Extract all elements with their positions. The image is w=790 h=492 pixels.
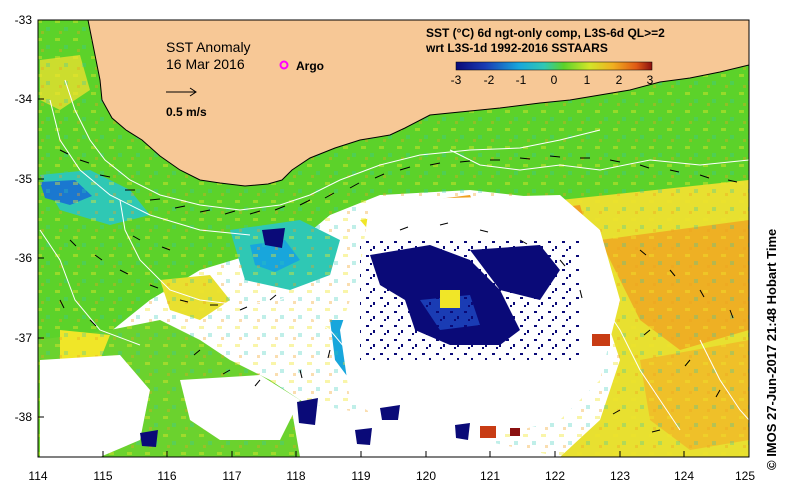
colorbar-tick: -1: [516, 73, 527, 87]
scale-arrow-label: 0.5 m/s: [166, 105, 207, 119]
x-tick-label: 123: [610, 469, 630, 483]
x-axis-labels: 114 115 116 117 118 119 120 121 122 123 …: [28, 469, 755, 483]
cold-anomaly-cluster: [140, 228, 580, 447]
x-tick-label: 124: [674, 469, 694, 483]
colorbar-tick: 0: [551, 73, 558, 87]
y-tick-label: -35: [15, 172, 33, 186]
map-title: SST Anomaly: [166, 39, 251, 55]
colorbar-tick: 1: [584, 73, 591, 87]
bathymetry-contours: [39, 79, 749, 431]
argo-label: Argo: [296, 59, 324, 73]
plot-frame: [37, 19, 750, 458]
y-tick-label: -37: [15, 331, 33, 345]
colorbar-tick: -2: [484, 73, 495, 87]
y-axis-labels: -33 -34 -35 -36 -37 -38: [15, 13, 33, 424]
argo-marker-icon: [279, 60, 289, 70]
colorbar-title-line2: wrt L3S-1d 1992-2016 SSTAARS: [425, 41, 608, 55]
colorbar: [455, 61, 653, 71]
x-tick-label: 118: [286, 469, 305, 483]
current-vectors: [59, 149, 738, 433]
imos-credit: © IMOS 27-Jun-2017 21:48 Hobart Time: [764, 228, 779, 470]
velocity-scale: 0.5 m/s: [166, 87, 207, 119]
x-tick-label: 114: [28, 469, 47, 483]
colorbar-tick: 3: [647, 73, 654, 87]
x-tick-label: 121: [480, 469, 500, 483]
argo-legend: Argo: [279, 59, 324, 73]
colorbar-legend: SST (°C) 6d ngt-only comp, L3S-6d QL>=2 …: [425, 26, 665, 87]
x-tick-label: 122: [545, 469, 565, 483]
land-mass: [38, 20, 749, 186]
x-tick-label: 119: [351, 469, 370, 483]
map-date: 16 Mar 2016: [166, 56, 245, 72]
y-tick-label: -33: [15, 13, 33, 27]
y-tick-label: -38: [15, 410, 33, 424]
x-tick-label: 120: [416, 469, 436, 483]
colorbar-tick: 2: [616, 73, 623, 87]
x-tick-label: 117: [222, 469, 241, 483]
axis-ticks: [37, 19, 750, 457]
x-tick-label: 125: [735, 469, 755, 483]
y-tick-label: -34: [15, 92, 33, 106]
y-tick-label: -36: [15, 251, 33, 265]
x-tick-label: 115: [93, 469, 112, 483]
colorbar-tick: -3: [451, 73, 462, 87]
x-tick-label: 116: [157, 469, 176, 483]
colorbar-title-line1: SST (°C) 6d ngt-only comp, L3S-6d QL>=2: [426, 26, 665, 40]
sst-field: [38, 20, 749, 457]
